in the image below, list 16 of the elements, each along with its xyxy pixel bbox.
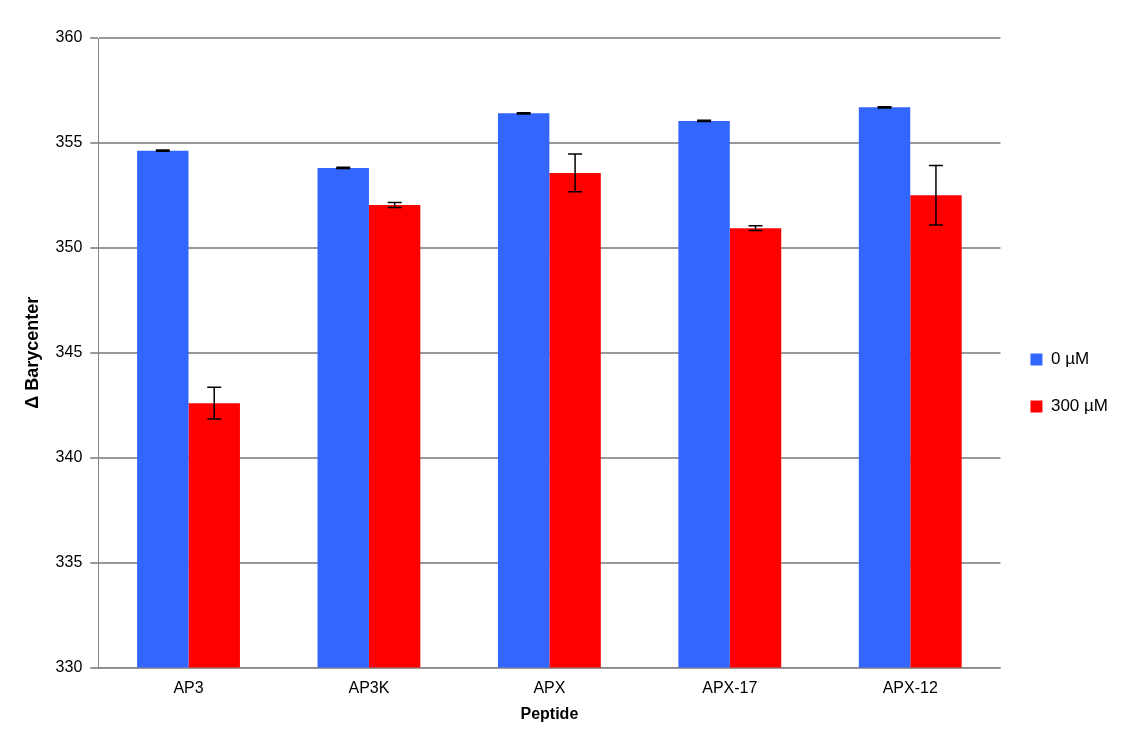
x-tick-label: AP3 xyxy=(173,678,204,696)
x-tick-label: APX-17 xyxy=(702,678,758,696)
y-tick-label: 335 xyxy=(55,553,83,571)
y-tick-label: 340 xyxy=(55,448,83,466)
x-tick-label: APX-12 xyxy=(882,678,938,696)
x-axis-title: Peptide xyxy=(520,704,579,722)
y-tick-label: 360 xyxy=(55,28,83,46)
legend-label: 0 µM xyxy=(1050,349,1090,369)
y-tick-label: 350 xyxy=(55,238,83,256)
y-tick-label: 355 xyxy=(55,133,83,151)
y-tick-label: 330 xyxy=(55,658,83,676)
y-tick-label: 345 xyxy=(55,343,83,361)
y-axis-title: Δ Barycenter xyxy=(21,296,42,409)
legend-label: 300 µM xyxy=(1050,396,1108,416)
x-tick-label: AP3K xyxy=(348,678,390,696)
x-tick-label: APX xyxy=(533,678,566,696)
